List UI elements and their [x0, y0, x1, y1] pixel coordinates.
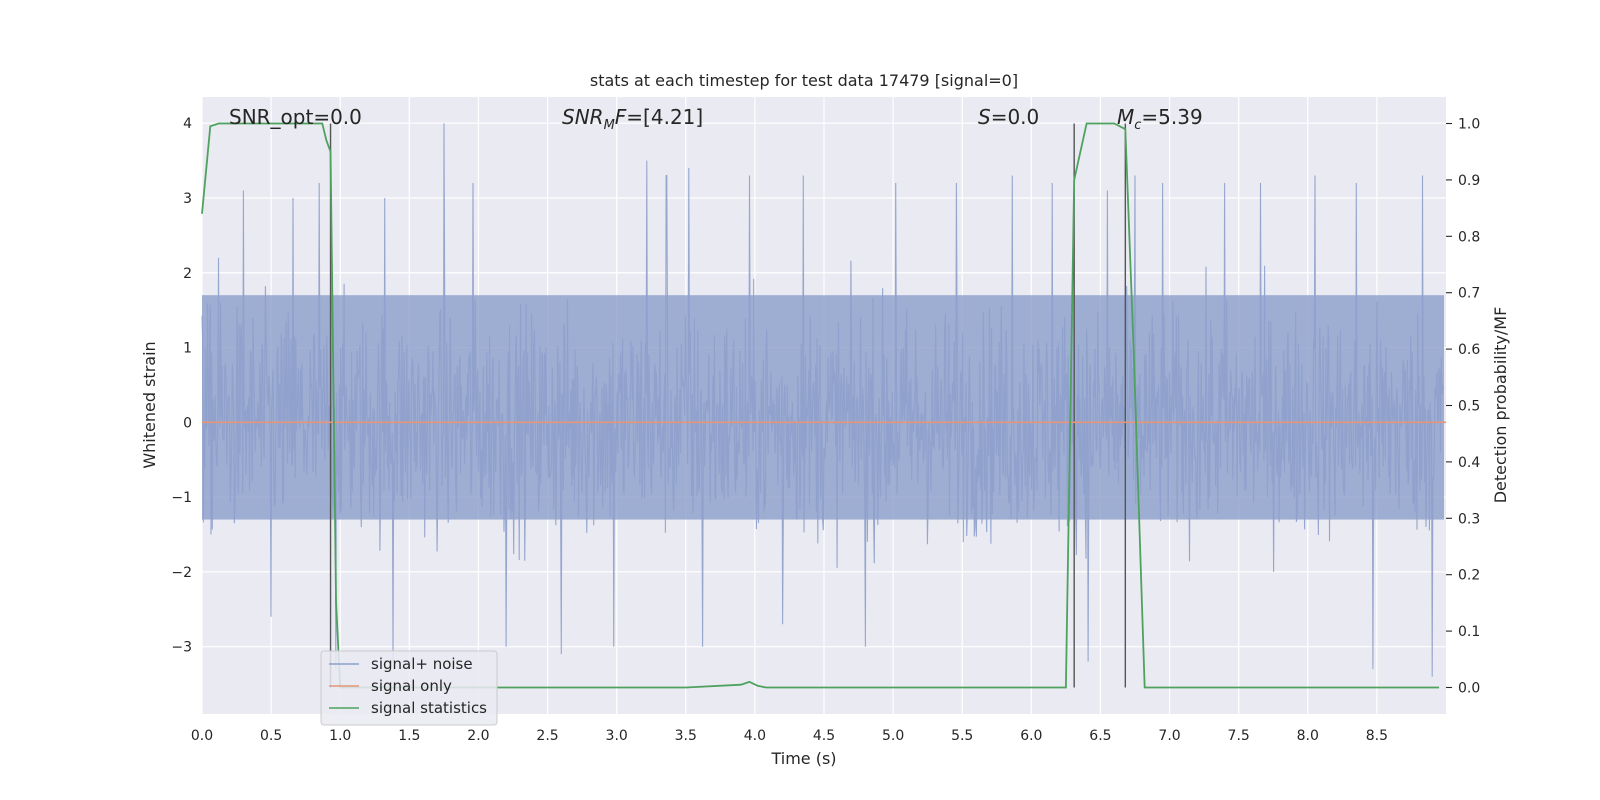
chart-title: stats at each timestep for test data 174…	[590, 71, 1018, 90]
y-tick-label: −2	[171, 565, 192, 581]
y-right-tick-label: 0.7	[1458, 286, 1480, 302]
y-right-tick-label: 0.4	[1458, 455, 1480, 471]
legend-box	[320, 650, 498, 726]
y-tick-label: 0	[183, 415, 192, 431]
y-tick-label: 2	[183, 266, 192, 282]
annotation-mc-value: =5.39	[1141, 105, 1202, 129]
x-tick-label: 5.0	[882, 728, 904, 744]
x-tick-label: 4.0	[744, 728, 766, 744]
x-tick-label: 6.0	[1020, 728, 1042, 744]
y-right-tick-label: 0.9	[1458, 173, 1480, 189]
annotation-snr-mf-value: =[4.21]	[626, 105, 703, 129]
noise-core-band	[202, 295, 1444, 520]
x-tick-label: 7.0	[1158, 728, 1180, 744]
x-tick-label: 1.5	[398, 728, 420, 744]
series-signal-plus-noise	[201, 123, 1444, 677]
x-tick-label: 7.5	[1228, 728, 1250, 744]
y-right-tick-label: 0.2	[1458, 568, 1480, 584]
signal-plus-noise-line	[201, 123, 1444, 677]
legend-label-signal-only: signal only	[371, 677, 452, 695]
y-right-tick-label: 0.8	[1458, 229, 1480, 245]
y-right-tick-label: 0.5	[1458, 399, 1480, 415]
annotation-snr-opt: SNR_opt=0.0	[229, 105, 362, 129]
y-axis-right-ticks: 0.0 0.1 0.2 0.3 0.4 0.5 0.6 0.7 0.8 0.9 1.0	[1446, 117, 1480, 696]
y-tick-label: −1	[171, 490, 192, 506]
y-tick-label: −3	[171, 640, 192, 656]
y-right-tick-label: 1.0	[1458, 117, 1480, 133]
x-tick-label: 5.5	[951, 728, 973, 744]
y-right-tick-label: 0.3	[1458, 511, 1480, 527]
x-tick-label: 2.5	[536, 728, 558, 744]
x-axis-ticks: 0.0 0.5 1.0 1.5 2.0 2.5 3.0 3.5 4.0 4.5 5.0 5.5 6.0 6…	[191, 728, 1388, 744]
x-tick-label: 2.0	[467, 728, 489, 744]
y-right-tick-label: 0.1	[1458, 624, 1480, 640]
x-tick-label: 6.5	[1089, 728, 1111, 744]
annotation-snr-mf: SNRMF=[4.21]	[562, 105, 703, 133]
legend-label-signal-statistics: signal statistics	[371, 699, 487, 717]
x-tick-label: 8.5	[1366, 728, 1388, 744]
x-tick-label: 0.5	[260, 728, 282, 744]
y-axis-label: Whitened strain	[140, 341, 159, 468]
annotation-s: S=0.0	[978, 105, 1039, 129]
y-right-tick-label: 0.6	[1458, 342, 1480, 358]
y-tick-label: 4	[183, 116, 192, 132]
legend: signal+ noise signal only signal statist…	[320, 650, 498, 726]
annotation-mc: Mc=5.39	[1117, 105, 1203, 133]
y-tick-label: 1	[183, 341, 192, 357]
x-tick-label: 3.0	[606, 728, 628, 744]
x-tick-label: 0.0	[191, 728, 213, 744]
y-axis-ticks: −3 −2 −1 0 1 2 3 4	[171, 116, 192, 656]
x-tick-label: 3.5	[675, 728, 697, 744]
x-tick-label: 8.0	[1297, 728, 1319, 744]
x-tick-label: 1.0	[329, 728, 351, 744]
y-axis-right-label: Detection probability/MF	[1491, 307, 1510, 504]
y-tick-label: 3	[183, 191, 192, 207]
annotation-s-value: =0.0	[991, 105, 1040, 129]
series-lines	[201, 122, 1446, 689]
signal-statistics-line	[201, 122, 1440, 689]
y-right-tick-label: 0.0	[1458, 680, 1480, 696]
x-tick-label: 4.5	[813, 728, 835, 744]
x-axis-label: Time (s)	[770, 749, 836, 768]
legend-label-signal-plus-noise: signal+ noise	[371, 655, 473, 673]
